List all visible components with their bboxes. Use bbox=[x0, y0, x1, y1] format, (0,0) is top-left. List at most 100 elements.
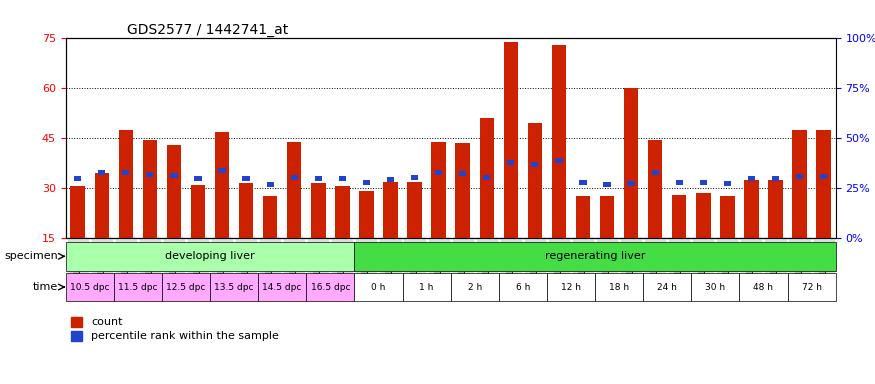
FancyBboxPatch shape bbox=[66, 273, 114, 301]
Bar bbox=[74, 176, 81, 181]
Bar bbox=[820, 174, 827, 179]
FancyBboxPatch shape bbox=[691, 273, 739, 301]
Bar bbox=[363, 180, 370, 185]
Bar bbox=[724, 181, 731, 186]
Text: 14.5 dpc: 14.5 dpc bbox=[262, 283, 302, 291]
Bar bbox=[676, 180, 682, 185]
Bar bbox=[648, 140, 662, 288]
Text: 72 h: 72 h bbox=[802, 283, 822, 291]
FancyBboxPatch shape bbox=[354, 273, 402, 301]
Bar bbox=[383, 182, 397, 288]
Bar bbox=[239, 183, 254, 288]
Bar bbox=[71, 187, 85, 288]
Bar bbox=[408, 182, 422, 288]
Bar bbox=[435, 170, 442, 175]
Text: regenerating liver: regenerating liver bbox=[545, 251, 645, 262]
Bar bbox=[459, 171, 466, 176]
Bar bbox=[267, 182, 274, 187]
FancyBboxPatch shape bbox=[114, 273, 162, 301]
Bar bbox=[215, 132, 229, 288]
Bar bbox=[360, 192, 374, 288]
Bar bbox=[146, 172, 153, 177]
FancyBboxPatch shape bbox=[258, 273, 306, 301]
Text: 12.5 dpc: 12.5 dpc bbox=[166, 283, 206, 291]
Bar bbox=[672, 195, 687, 288]
Text: 30 h: 30 h bbox=[705, 283, 725, 291]
Text: GDS2577 / 1442741_at: GDS2577 / 1442741_at bbox=[127, 23, 289, 37]
FancyBboxPatch shape bbox=[402, 273, 451, 301]
Text: 6 h: 6 h bbox=[515, 283, 530, 291]
FancyBboxPatch shape bbox=[354, 242, 836, 271]
Text: 48 h: 48 h bbox=[753, 283, 774, 291]
FancyBboxPatch shape bbox=[547, 273, 595, 301]
Text: 24 h: 24 h bbox=[657, 283, 677, 291]
Bar bbox=[576, 197, 591, 288]
Text: 16.5 dpc: 16.5 dpc bbox=[311, 283, 350, 291]
Bar bbox=[556, 158, 563, 163]
Bar bbox=[772, 176, 779, 181]
Bar bbox=[456, 143, 470, 288]
Bar bbox=[768, 180, 783, 288]
Bar bbox=[219, 168, 226, 173]
FancyBboxPatch shape bbox=[451, 273, 499, 301]
Bar bbox=[287, 142, 301, 288]
Bar bbox=[480, 118, 494, 288]
Bar bbox=[624, 88, 639, 288]
Bar bbox=[387, 177, 394, 182]
Bar bbox=[579, 180, 586, 185]
Bar bbox=[171, 173, 178, 178]
FancyBboxPatch shape bbox=[66, 242, 354, 271]
Bar bbox=[123, 170, 130, 175]
Bar bbox=[119, 130, 133, 288]
FancyBboxPatch shape bbox=[595, 273, 643, 301]
Bar bbox=[290, 175, 298, 180]
Bar bbox=[552, 45, 566, 288]
Bar bbox=[796, 174, 803, 179]
Bar bbox=[431, 142, 446, 288]
Bar bbox=[312, 183, 326, 288]
FancyBboxPatch shape bbox=[788, 273, 836, 301]
Bar bbox=[816, 130, 831, 288]
Bar bbox=[627, 181, 634, 186]
Bar bbox=[748, 176, 755, 181]
Text: time: time bbox=[33, 282, 59, 292]
Text: 2 h: 2 h bbox=[467, 283, 482, 291]
FancyBboxPatch shape bbox=[162, 273, 210, 301]
Bar bbox=[604, 182, 611, 187]
Bar bbox=[504, 42, 518, 288]
Text: 11.5 dpc: 11.5 dpc bbox=[118, 283, 158, 291]
Text: 18 h: 18 h bbox=[609, 283, 629, 291]
Bar bbox=[528, 123, 542, 288]
Bar bbox=[339, 176, 346, 181]
Bar bbox=[745, 180, 759, 288]
Bar bbox=[191, 185, 206, 288]
Bar bbox=[652, 170, 659, 175]
Bar bbox=[167, 145, 181, 288]
FancyBboxPatch shape bbox=[643, 273, 691, 301]
FancyBboxPatch shape bbox=[739, 273, 788, 301]
Bar bbox=[143, 140, 158, 288]
FancyBboxPatch shape bbox=[210, 273, 258, 301]
Text: 13.5 dpc: 13.5 dpc bbox=[214, 283, 254, 291]
Bar bbox=[242, 176, 249, 181]
Bar bbox=[411, 175, 418, 180]
Bar bbox=[263, 197, 277, 288]
Bar bbox=[315, 176, 322, 181]
Bar bbox=[98, 170, 105, 175]
Text: 12 h: 12 h bbox=[561, 283, 581, 291]
Text: 0 h: 0 h bbox=[371, 283, 386, 291]
Legend: count, percentile rank within the sample: count, percentile rank within the sample bbox=[71, 316, 279, 341]
Bar bbox=[700, 180, 707, 185]
Bar bbox=[335, 187, 350, 288]
Text: 10.5 dpc: 10.5 dpc bbox=[70, 283, 109, 291]
Bar bbox=[793, 130, 807, 288]
Bar bbox=[507, 160, 514, 165]
Text: developing liver: developing liver bbox=[165, 251, 255, 262]
Text: 1 h: 1 h bbox=[419, 283, 434, 291]
FancyBboxPatch shape bbox=[499, 273, 547, 301]
Bar bbox=[483, 175, 490, 180]
FancyBboxPatch shape bbox=[306, 273, 354, 301]
Text: specimen: specimen bbox=[4, 251, 59, 262]
Bar bbox=[94, 173, 109, 288]
Bar bbox=[696, 193, 710, 288]
